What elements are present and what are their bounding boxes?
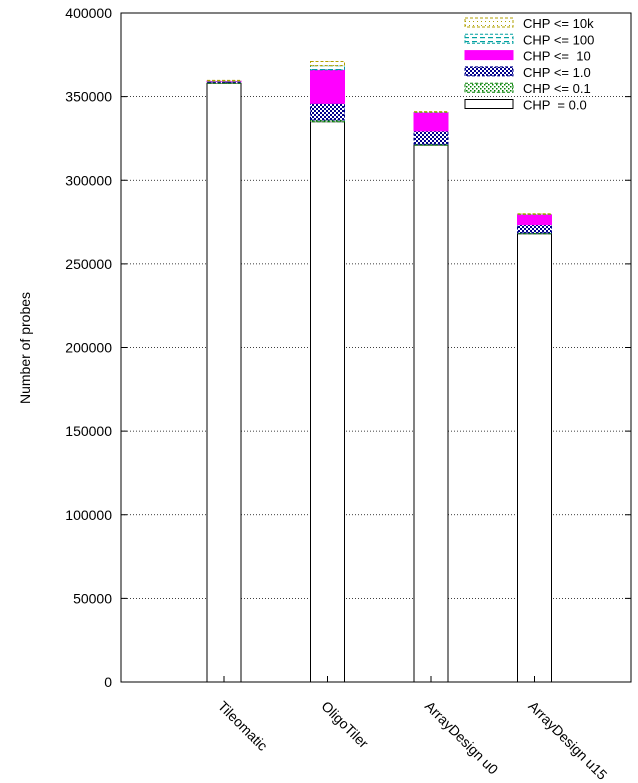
legend-swatch	[464, 33, 514, 44]
y-tick-label: 0	[104, 674, 112, 690]
legend-label: CHP <= 100	[523, 32, 594, 47]
x-tick-label: OligoTiler	[318, 698, 372, 752]
bar-segment	[413, 130, 449, 145]
legend-swatch	[464, 66, 514, 77]
bar-segment	[517, 224, 552, 234]
bar-segment	[517, 214, 552, 226]
bar-segment	[517, 213, 552, 215]
legend-label: CHP <= 10k	[523, 16, 594, 31]
bar-segment	[310, 121, 345, 683]
bar-segment	[310, 102, 345, 121]
y-axis-label: Number of probes	[17, 292, 33, 404]
y-axis-ticks: 0 50000 100000 150000 200000 250000 300000 3500…	[65, 5, 631, 690]
y-tick-label: 350000	[65, 89, 112, 105]
legend-label: CHP <= 1.0	[523, 65, 591, 80]
bars	[206, 61, 552, 683]
y-tick-label: 50000	[73, 590, 112, 606]
legend-swatch	[464, 99, 514, 109]
legend-label: CHP <= 10	[523, 49, 591, 64]
bar-segment	[310, 61, 345, 67]
y-tick-label: 150000	[65, 423, 112, 439]
y-tick-label: 300000	[65, 172, 112, 188]
bar-segment	[310, 69, 345, 104]
x-axis-ticks: Tileomatic OligoTiler ArrayDesign u0 ArrayD…	[215, 676, 611, 783]
x-tick-label: ArrayDesign u15	[525, 698, 610, 783]
legend-swatch	[464, 82, 514, 93]
y-tick-label: 400000	[65, 5, 112, 21]
bar-segment	[413, 144, 449, 683]
y-tick-label: 100000	[65, 507, 112, 523]
legend-label: CHP = 0.0	[523, 98, 587, 113]
bar-segment	[413, 112, 449, 132]
legend-label: CHP <= 0.1	[523, 81, 591, 96]
bar-segment	[206, 79, 242, 82]
y-tick-label: 250000	[65, 256, 112, 272]
grid-lines	[121, 96, 631, 599]
bar-segment	[310, 65, 345, 71]
x-tick-label: Tileomatic	[215, 698, 271, 754]
x-tick-label: ArrayDesign u0	[422, 698, 502, 778]
legend-swatch	[464, 50, 514, 61]
y-tick-label: 200000	[65, 340, 112, 356]
bar-segment	[206, 82, 242, 683]
bar-segment	[413, 111, 449, 113]
legend-swatch	[464, 17, 514, 28]
bar-segment	[517, 233, 552, 683]
